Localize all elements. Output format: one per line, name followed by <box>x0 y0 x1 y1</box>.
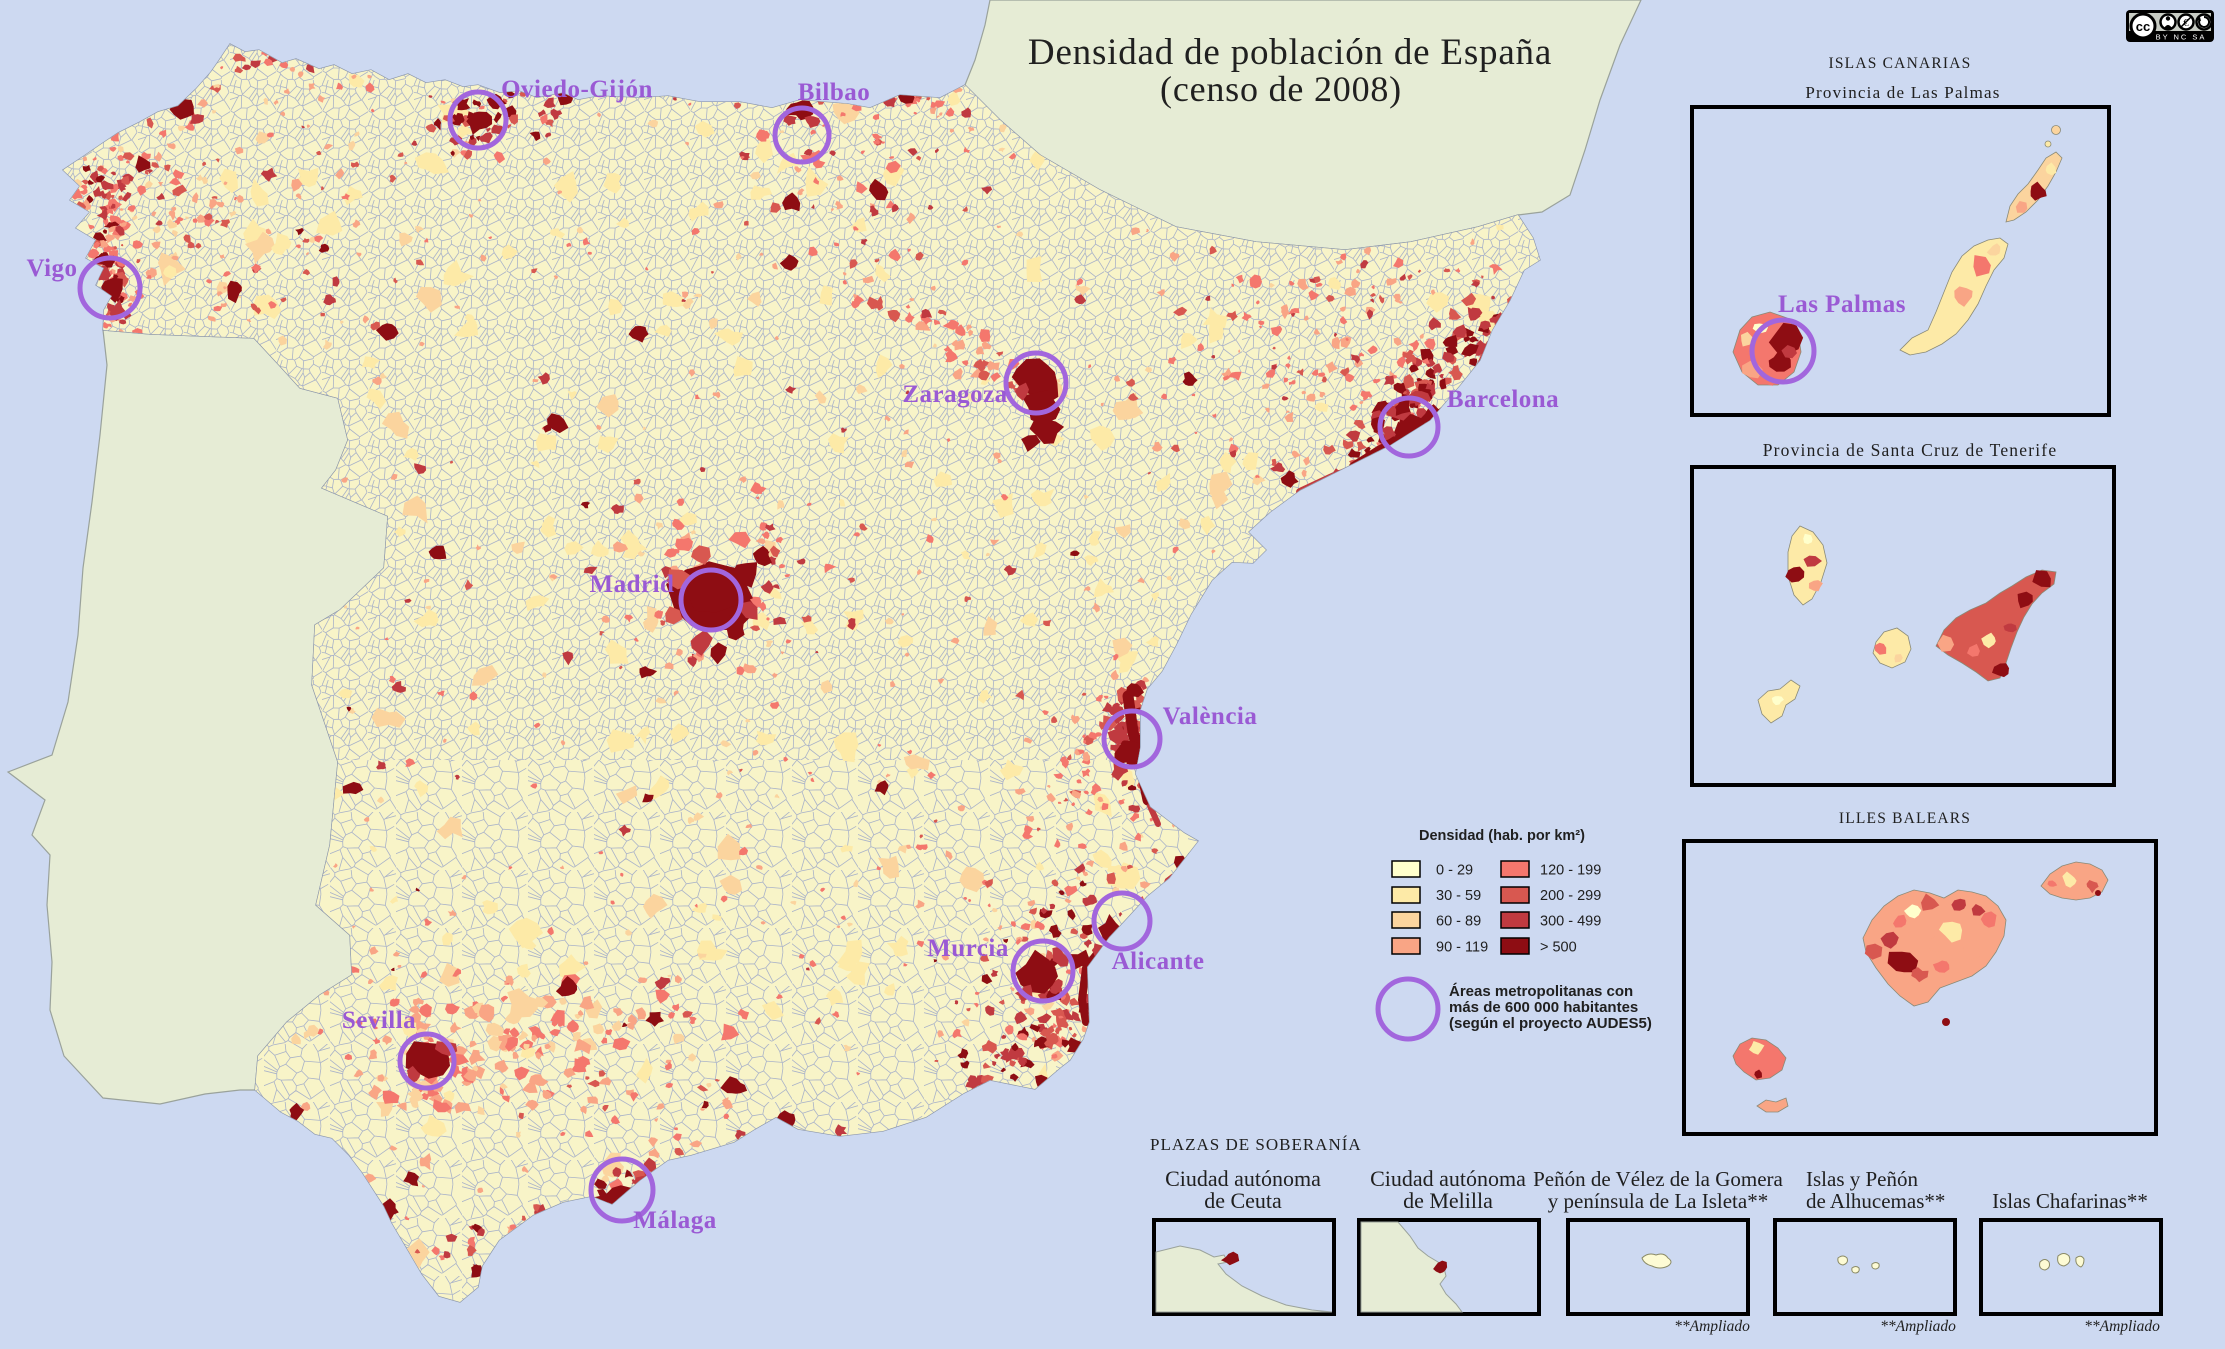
svg-text:Islas Chafarinas**: Islas Chafarinas** <box>1992 1189 2148 1213</box>
svg-text:**Ampliado: **Ampliado <box>1674 1318 1750 1335</box>
svg-text:de Alhucemas**: de Alhucemas** <box>1806 1189 1945 1213</box>
svg-text:60 - 89: 60 - 89 <box>1436 914 1481 930</box>
svg-text:€: € <box>2183 17 2189 29</box>
svg-text:de Ceuta: de Ceuta <box>1204 1188 1282 1213</box>
svg-text:Densidad (hab. por km²): Densidad (hab. por km²) <box>1419 828 1585 844</box>
svg-text:Madrid: Madrid <box>590 571 675 598</box>
svg-text:Alicante: Alicante <box>1112 948 1205 975</box>
svg-text:Murcia: Murcia <box>927 935 1009 962</box>
svg-text:Provincia de Las Palmas: Provincia de Las Palmas <box>1805 83 2000 102</box>
svg-text:Sevilla: Sevilla <box>342 1007 416 1034</box>
svg-text:Ciudad autónoma: Ciudad autónoma <box>1165 1166 1321 1191</box>
svg-text:ISLAS CANARIAS: ISLAS CANARIAS <box>1829 55 1972 72</box>
svg-text:Vigo: Vigo <box>26 255 77 282</box>
svg-text:cc: cc <box>2136 19 2150 34</box>
svg-text:de Melilla: de Melilla <box>1403 1188 1493 1213</box>
svg-text:Málaga: Málaga <box>633 1207 717 1234</box>
svg-text:120 - 199: 120 - 199 <box>1540 863 1601 879</box>
svg-text:ILLES BALEARS: ILLES BALEARS <box>1839 810 1971 827</box>
svg-text:BY NC SA: BY NC SA <box>2156 33 2207 42</box>
svg-text:Islas y Peñón: Islas y Peñón <box>1806 1167 1918 1191</box>
svg-text:Ciudad autónoma: Ciudad autónoma <box>1370 1166 1526 1191</box>
svg-text:> 500: > 500 <box>1540 939 1577 955</box>
svg-text:Áreas metropolitanas con: Áreas metropolitanas con <box>1449 983 1633 1000</box>
svg-text:València: València <box>1163 703 1258 730</box>
svg-text:200 - 299: 200 - 299 <box>1540 888 1601 904</box>
svg-text:más de 600 000 habitantes: más de 600 000 habitantes <box>1449 999 1638 1016</box>
svg-text:Las Palmas: Las Palmas <box>1778 291 1906 318</box>
svg-text:Densidad de población de Españ: Densidad de población de España <box>1028 32 1552 73</box>
svg-text:(según el proyecto AUDES5): (según el proyecto AUDES5) <box>1449 1015 1652 1032</box>
svg-text:90 - 119: 90 - 119 <box>1436 939 1488 955</box>
svg-text:**Ampliado: **Ampliado <box>1880 1318 1956 1335</box>
svg-text:Barcelona: Barcelona <box>1447 386 1559 413</box>
svg-text:Zaragoza: Zaragoza <box>902 381 1007 408</box>
svg-text:Bilbao: Bilbao <box>798 79 870 106</box>
svg-text:300 - 499: 300 - 499 <box>1540 914 1601 930</box>
svg-text:Peñón de Vélez de la Gomera: Peñón de Vélez de la Gomera <box>1533 1167 1783 1191</box>
svg-text:Provincia de Santa Cruz de Ten: Provincia de Santa Cruz de Tenerife <box>1763 440 2058 460</box>
svg-text:PLAZAS DE SOBERANÍA: PLAZAS DE SOBERANÍA <box>1150 1135 1362 1154</box>
svg-text:y península de La Isleta**: y península de La Isleta** <box>1548 1189 1768 1213</box>
svg-text:30 - 59: 30 - 59 <box>1436 888 1481 904</box>
svg-text:(censo de 2008): (censo de 2008) <box>1160 69 1402 109</box>
svg-text:0 - 29: 0 - 29 <box>1436 863 1473 879</box>
svg-text:Oviedo-Gijón: Oviedo-Gijón <box>501 76 653 103</box>
svg-text:**Ampliado: **Ampliado <box>2084 1318 2160 1335</box>
